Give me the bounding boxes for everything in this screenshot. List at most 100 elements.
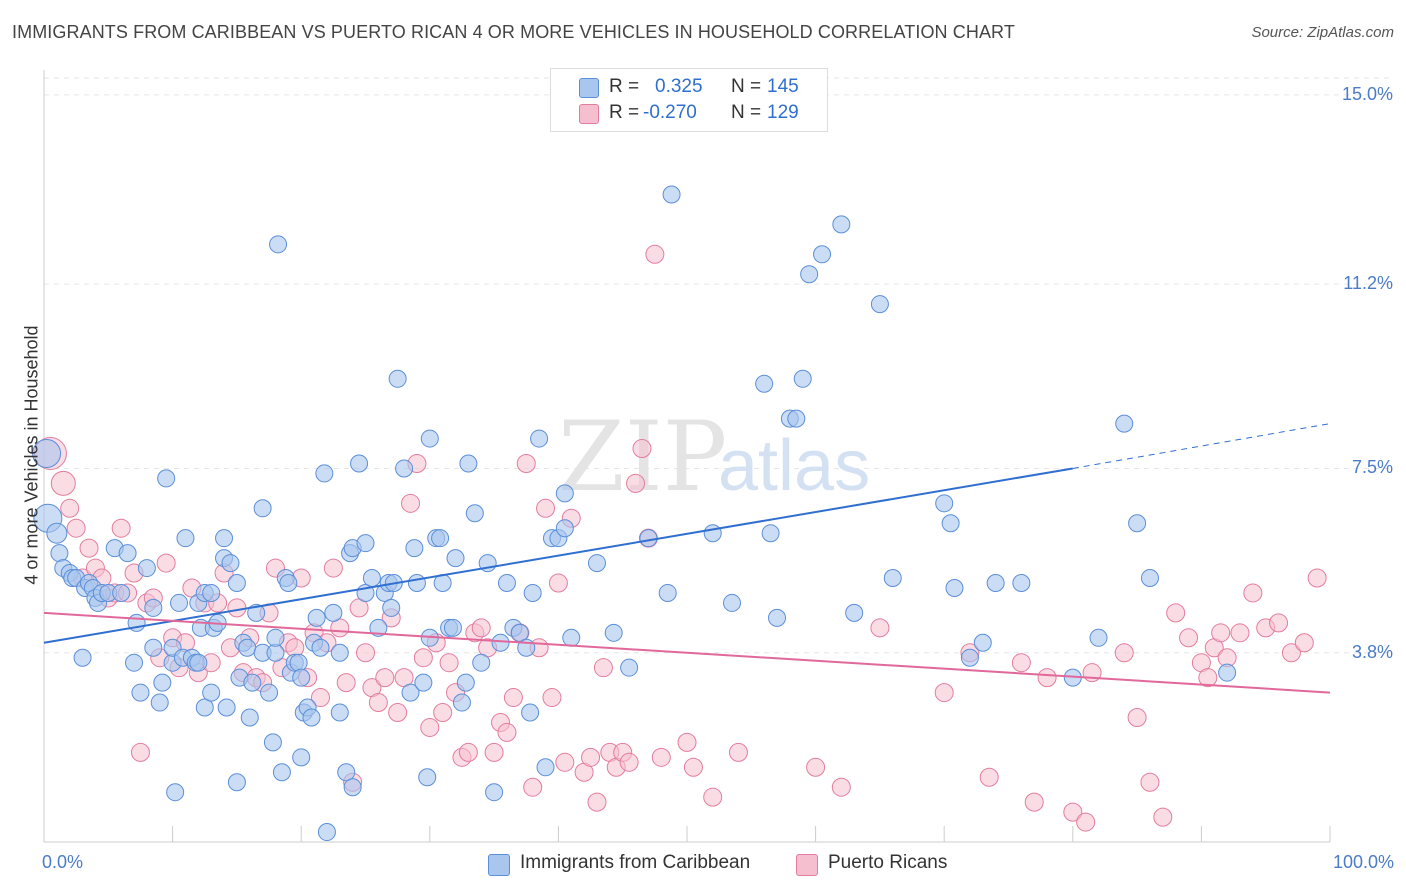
- point-immigrants-from-caribbean: [215, 529, 234, 548]
- point-puerto-ricans: [703, 787, 723, 807]
- point-immigrants-from-caribbean: [343, 778, 362, 797]
- point-immigrants-from-caribbean: [217, 698, 236, 717]
- point-immigrants-from-caribbean: [32, 439, 62, 469]
- point-puerto-ricans: [831, 777, 851, 797]
- bottom-legend-swatch-pink: [796, 854, 818, 876]
- point-immigrants-from-caribbean: [459, 454, 478, 473]
- point-immigrants-from-caribbean: [260, 683, 279, 702]
- point-puerto-ricans: [336, 673, 356, 693]
- point-immigrants-from-caribbean: [658, 583, 677, 602]
- point-immigrants-from-caribbean: [202, 583, 221, 602]
- point-immigrants-from-caribbean: [405, 539, 424, 558]
- legend-r-value: 0.325: [655, 76, 703, 97]
- y-axis-label: 4 or more Vehicles in Household: [21, 325, 42, 585]
- point-immigrants-from-caribbean: [266, 628, 285, 647]
- point-immigrants-from-caribbean: [456, 673, 475, 692]
- point-immigrants-from-caribbean: [227, 574, 246, 593]
- point-puerto-ricans: [310, 688, 330, 708]
- point-puerto-ricans: [728, 742, 748, 762]
- point-puerto-ricans: [111, 518, 131, 538]
- point-puerto-ricans: [677, 732, 697, 752]
- x-tick-label: 100.0%: [1332, 852, 1394, 872]
- point-puerto-ricans: [1127, 707, 1147, 727]
- point-immigrants-from-caribbean: [443, 618, 462, 637]
- point-immigrants-from-caribbean: [418, 768, 437, 787]
- points-immigrants-from-caribbean: [32, 185, 1237, 842]
- point-puerto-ricans: [555, 752, 575, 772]
- point-puerto-ricans: [1140, 772, 1160, 792]
- legend-row-puerto-ricans: R = -0.270 N = 129: [551, 101, 827, 127]
- points-puerto-ricans: [33, 244, 1327, 832]
- point-immigrants-from-caribbean: [883, 569, 902, 588]
- point-immigrants-from-caribbean: [144, 638, 163, 657]
- point-immigrants-from-caribbean: [587, 554, 606, 573]
- point-puerto-ricans: [645, 244, 665, 264]
- point-immigrants-from-caribbean: [761, 524, 780, 543]
- y-tick-label: 3.8%: [1351, 641, 1393, 662]
- point-immigrants-from-caribbean: [431, 529, 450, 548]
- point-puerto-ricans: [227, 598, 247, 618]
- point-puerto-ricans: [651, 747, 671, 767]
- point-immigrants-from-caribbean: [311, 638, 330, 657]
- point-immigrants-from-caribbean: [832, 215, 851, 234]
- point-puerto-ricans: [1198, 668, 1218, 688]
- point-immigrants-from-caribbean: [452, 693, 471, 712]
- bottom-legend-label: Immigrants from Caribbean: [520, 852, 751, 873]
- point-immigrants-from-caribbean: [935, 494, 954, 513]
- point-immigrants-from-caribbean: [227, 773, 246, 792]
- point-immigrants-from-caribbean: [639, 529, 658, 548]
- point-immigrants-from-caribbean: [555, 519, 574, 538]
- point-puerto-ricans: [934, 683, 954, 703]
- point-puerto-ricans: [471, 618, 491, 638]
- point-immigrants-from-caribbean: [150, 693, 169, 712]
- point-puerto-ricans: [503, 688, 523, 708]
- point-immigrants-from-caribbean: [793, 369, 812, 388]
- point-puerto-ricans: [523, 777, 543, 797]
- point-puerto-ricans: [626, 473, 646, 493]
- point-puerto-ricans: [1281, 643, 1301, 663]
- point-immigrants-from-caribbean: [986, 574, 1005, 593]
- point-puerto-ricans: [497, 722, 517, 742]
- legend-swatch-blue: [579, 78, 599, 98]
- point-immigrants-from-caribbean: [153, 673, 172, 692]
- point-puerto-ricans: [581, 747, 601, 767]
- point-immigrants-from-caribbean: [465, 504, 484, 523]
- point-puerto-ricans: [619, 752, 639, 772]
- legend-r-label: R =: [609, 102, 640, 123]
- trend-lines: [43, 423, 1331, 694]
- chart-title: IMMIGRANTS FROM CARIBBEAN VS PUERTO RICA…: [12, 22, 1015, 42]
- point-immigrants-from-caribbean: [202, 683, 221, 702]
- point-puerto-ricans: [1269, 613, 1289, 633]
- point-puerto-ricans: [587, 792, 607, 812]
- point-immigrants-from-caribbean: [289, 653, 308, 672]
- point-immigrants-from-caribbean: [401, 683, 420, 702]
- point-immigrants-from-caribbean: [315, 464, 334, 483]
- point-puerto-ricans: [433, 703, 453, 723]
- y-tick-label: 15.0%: [1341, 83, 1393, 104]
- point-immigrants-from-caribbean: [813, 245, 832, 264]
- point-immigrants-from-caribbean: [317, 823, 336, 842]
- point-immigrants-from-caribbean: [768, 608, 787, 627]
- point-puerto-ricans: [79, 538, 99, 558]
- point-immigrants-from-caribbean: [845, 603, 864, 622]
- point-immigrants-from-caribbean: [166, 783, 185, 802]
- point-immigrants-from-caribbean: [420, 429, 439, 448]
- point-puerto-ricans: [1243, 583, 1263, 603]
- point-immigrants-from-caribbean: [362, 569, 381, 588]
- point-puerto-ricans: [1024, 792, 1044, 812]
- point-puerto-ricans: [356, 643, 375, 663]
- x-tick-label: 0.0%: [42, 852, 84, 872]
- point-immigrants-from-caribbean: [263, 733, 282, 752]
- point-immigrants-from-caribbean: [195, 698, 214, 717]
- point-puerto-ricans: [1230, 623, 1250, 643]
- point-immigrants-from-caribbean: [1218, 663, 1237, 682]
- point-puerto-ricans: [1063, 802, 1083, 822]
- y-tick-label: 11.2%: [1343, 273, 1393, 294]
- legend-row-caribbean: R = 0.325 N = 145: [551, 75, 827, 101]
- point-immigrants-from-caribbean: [1115, 414, 1134, 433]
- point-immigrants-from-caribbean: [536, 758, 555, 777]
- point-immigrants-from-caribbean: [941, 514, 960, 533]
- point-puerto-ricans: [458, 742, 478, 762]
- point-puerto-ricans: [1211, 623, 1231, 643]
- point-puerto-ricans: [388, 703, 408, 723]
